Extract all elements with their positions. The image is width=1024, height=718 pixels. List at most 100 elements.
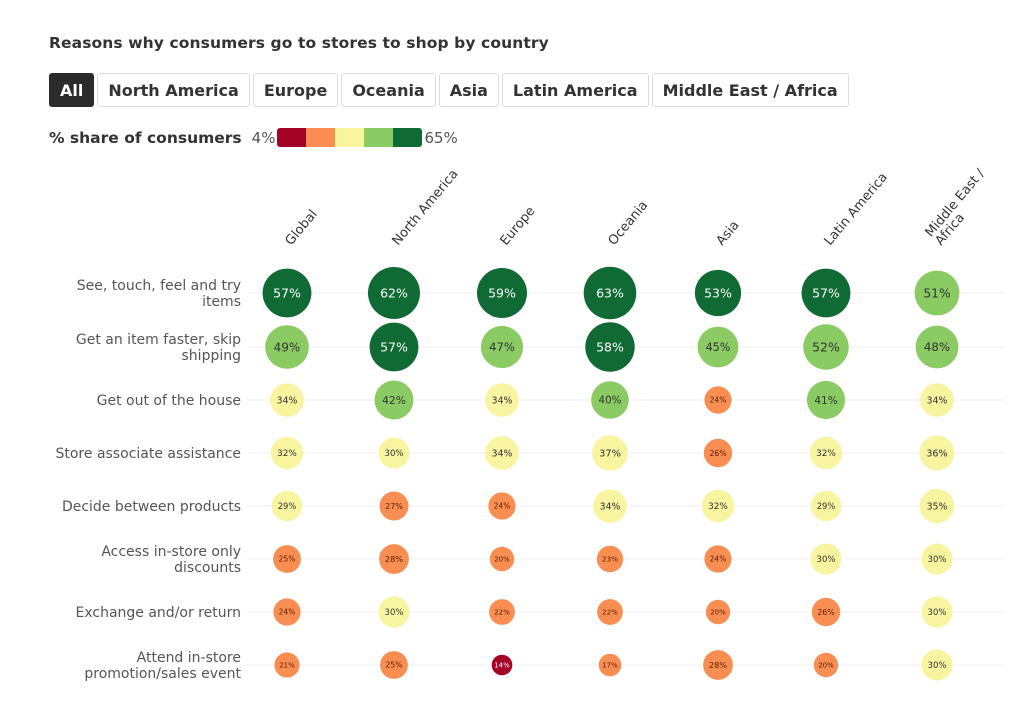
data-bubble: [480, 325, 524, 369]
data-bubble: [809, 436, 843, 470]
data-bubble: [374, 380, 414, 420]
data-bubble: [811, 597, 841, 627]
data-label: 22%: [602, 608, 618, 617]
data-bubble: [491, 654, 513, 676]
data-label: 63%: [596, 286, 624, 301]
data-bubble: [379, 491, 409, 521]
data-bubble: [921, 596, 953, 628]
data-bubble: [915, 325, 959, 369]
data-label: 28%: [709, 660, 727, 670]
data-bubble: [597, 599, 623, 625]
legend-swatch-1: [277, 128, 307, 147]
data-bubble: [810, 490, 842, 522]
data-label: 30%: [385, 449, 404, 459]
data-bubble: [596, 545, 624, 573]
column-header: Latin America: [822, 170, 891, 249]
tab-latin-america[interactable]: Latin America: [501, 73, 649, 107]
data-label: 53%: [704, 286, 732, 301]
data-bubble: [489, 599, 515, 625]
data-bubble: [378, 596, 410, 628]
data-label: 30%: [385, 608, 404, 618]
data-label: 32%: [816, 449, 836, 459]
column-header-text: Latin America: [822, 170, 891, 249]
data-bubble: [694, 269, 742, 317]
data-label: 30%: [928, 661, 947, 671]
data-label: 30%: [817, 555, 836, 565]
column-header-text: North America: [390, 167, 462, 249]
data-bubble: [488, 492, 516, 520]
data-bubble: [813, 652, 839, 678]
data-label: 57%: [273, 286, 301, 301]
legend-label: % share of consumers: [49, 128, 242, 147]
column-header: Asia: [714, 218, 743, 249]
data-bubble: [704, 386, 732, 414]
data-bubble: [273, 545, 301, 573]
data-label: 34%: [927, 395, 948, 406]
region-tabs: All North America Europe Oceania Asia La…: [49, 73, 849, 107]
column-header: Middle East /Africa: [923, 166, 989, 249]
data-label: 36%: [926, 448, 947, 459]
data-label: 27%: [385, 502, 403, 511]
data-label: 52%: [812, 340, 840, 355]
data-bubble: [801, 268, 851, 318]
data-label: 62%: [380, 286, 408, 301]
data-bubble: [274, 652, 300, 678]
chart-title: Reasons why consumers go to stores to sh…: [49, 34, 549, 52]
data-bubble: [914, 270, 960, 316]
data-bubble: [703, 438, 733, 468]
tab-middle-east-africa[interactable]: Middle East / Africa: [651, 73, 849, 107]
data-bubble: [273, 598, 301, 626]
data-bubble: [477, 268, 527, 318]
data-label: 24%: [279, 608, 296, 617]
data-label: 34%: [492, 395, 513, 406]
tab-asia[interactable]: Asia: [438, 73, 499, 107]
row-label: Access in-store only discounts: [101, 544, 241, 576]
legend-min: 4%: [251, 128, 276, 147]
data-label: 25%: [386, 661, 403, 670]
data-label: 21%: [279, 662, 295, 670]
data-bubble: [265, 325, 309, 369]
data-label: 28%: [385, 554, 403, 564]
data-bubble: [485, 383, 519, 417]
data-bubble: [803, 324, 849, 370]
row-label: Get out of the house: [97, 393, 241, 409]
data-label: 37%: [599, 449, 621, 460]
data-label: 40%: [599, 395, 622, 407]
column-header: North America: [390, 167, 462, 249]
row-label: Attend in-store promotion/sales event: [84, 650, 241, 682]
data-bubble: [705, 599, 731, 625]
legend-max: 65%: [424, 128, 458, 147]
legend-swatch-5: [393, 128, 423, 147]
tab-all[interactable]: All: [49, 73, 95, 107]
data-label: 30%: [928, 608, 947, 618]
legend-swatch-4: [364, 128, 394, 147]
data-label: 41%: [814, 395, 837, 407]
data-label: 35%: [927, 501, 948, 512]
data-bubble: [704, 545, 732, 573]
data-label: 42%: [382, 394, 406, 407]
tab-north-america[interactable]: North America: [97, 73, 250, 107]
data-bubble: [262, 268, 312, 318]
data-bubble: [921, 649, 953, 681]
tab-europe[interactable]: Europe: [252, 73, 339, 107]
data-bubble: [379, 544, 409, 574]
tab-oceania[interactable]: Oceania: [341, 73, 436, 107]
column-header-text: Global: [283, 207, 321, 248]
row-label: Decide between products: [62, 499, 241, 515]
data-label: 51%: [923, 286, 950, 300]
data-bubble: [810, 543, 842, 575]
legend-color-scale: [277, 128, 423, 147]
data-bubble: [270, 436, 304, 470]
column-header-text: Europe: [498, 204, 539, 249]
column-header-text: Oceania: [606, 198, 652, 248]
row-label: Store associate assistance: [55, 446, 241, 462]
data-bubble: [270, 383, 304, 417]
legend-swatch-3: [335, 128, 365, 147]
data-label: 32%: [277, 449, 297, 459]
row-label: See, touch, feel and try items: [77, 278, 241, 310]
data-label: 14%: [494, 662, 510, 670]
data-bubble: [701, 489, 735, 523]
column-header: Oceania: [606, 198, 652, 248]
data-bubble: [703, 650, 733, 680]
